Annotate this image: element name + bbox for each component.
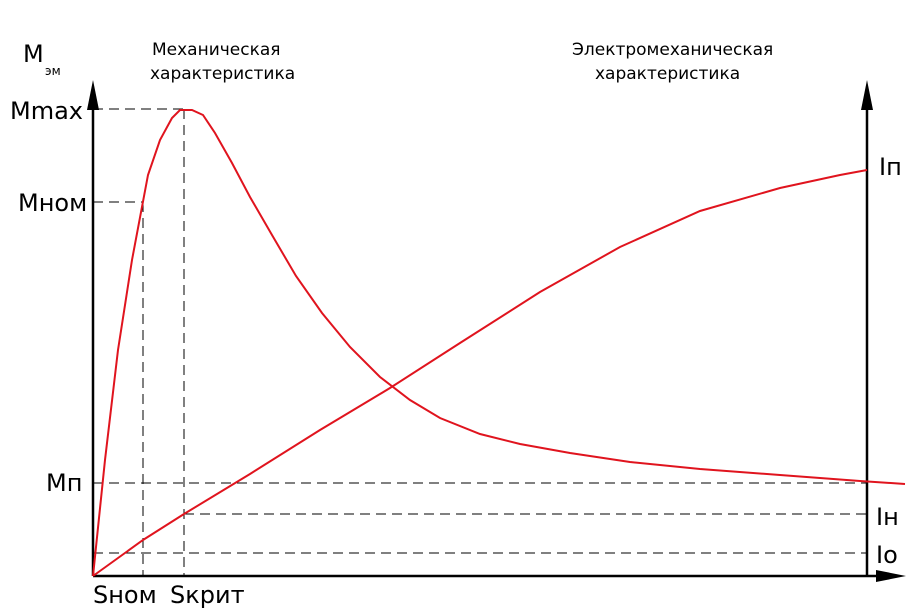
mechanical-caption-line1: Механическая <box>152 40 281 60</box>
label-skrit: Sкрит <box>170 581 245 609</box>
y-axis-label-subscript: эм <box>45 64 61 78</box>
label-ip: Iп <box>879 153 902 181</box>
label-in: Iн <box>876 503 899 531</box>
y-axis-label: M <box>23 40 44 68</box>
mechanical-caption-line2: характеристика <box>150 64 295 84</box>
label-snom: Sном <box>93 581 157 609</box>
y-axis-right-arrow <box>861 80 873 110</box>
electromechanical-caption-line2: характеристика <box>595 64 740 84</box>
label-mmax: Mmax <box>10 97 83 125</box>
x-axis-arrow <box>876 570 906 582</box>
electromechanical-characteristic-curve <box>92 169 868 577</box>
y-axis-left-arrow <box>87 80 99 110</box>
electromechanical-caption-line1: Электромеханическая <box>572 40 773 60</box>
label-mnom: Mном <box>18 189 87 217</box>
mechanical-characteristic-curve <box>92 109 906 577</box>
label-io: Io <box>876 541 898 569</box>
label-mp: Mп <box>46 469 82 497</box>
